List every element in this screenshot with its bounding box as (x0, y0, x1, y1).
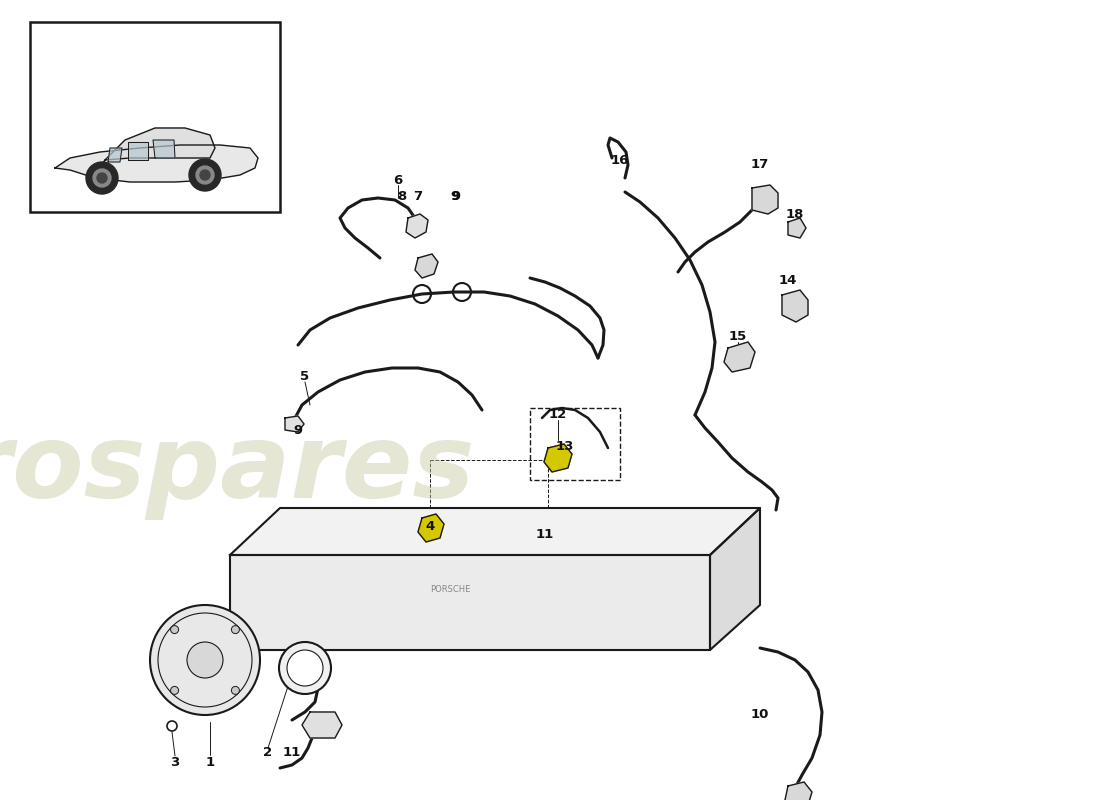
Polygon shape (108, 148, 122, 162)
Text: 18: 18 (785, 209, 804, 222)
Circle shape (187, 642, 223, 678)
Polygon shape (544, 444, 572, 472)
Bar (530, 408, 620, 480)
Text: 5: 5 (300, 370, 309, 382)
Text: 8: 8 (397, 190, 407, 202)
Circle shape (167, 721, 177, 731)
Circle shape (196, 166, 214, 184)
Circle shape (86, 162, 118, 194)
Polygon shape (406, 214, 428, 238)
Text: 11: 11 (283, 746, 301, 758)
Text: 17: 17 (751, 158, 769, 171)
Circle shape (231, 686, 240, 694)
Circle shape (170, 626, 178, 634)
Text: 9: 9 (294, 423, 302, 437)
Circle shape (150, 605, 260, 715)
Text: PORSCHE: PORSCHE (430, 586, 470, 594)
Circle shape (189, 159, 221, 191)
Text: 11: 11 (536, 529, 554, 542)
Polygon shape (153, 140, 175, 158)
Polygon shape (724, 342, 755, 372)
Text: eurospares: eurospares (0, 419, 474, 521)
Polygon shape (55, 145, 258, 182)
Polygon shape (230, 508, 760, 555)
Text: 10: 10 (751, 709, 769, 722)
Circle shape (279, 642, 331, 694)
Text: 9: 9 (450, 190, 460, 202)
Text: 6: 6 (394, 174, 403, 186)
Polygon shape (788, 218, 806, 238)
Circle shape (200, 170, 210, 180)
Text: 4: 4 (426, 519, 434, 533)
Polygon shape (418, 514, 444, 542)
Text: a passion for parts since 1985: a passion for parts since 1985 (282, 501, 718, 619)
Bar (30, 22, 280, 212)
Text: 14: 14 (779, 274, 798, 286)
Text: 13: 13 (556, 439, 574, 453)
Circle shape (97, 173, 107, 183)
Polygon shape (128, 142, 148, 160)
Text: 3: 3 (170, 755, 179, 769)
Circle shape (287, 650, 323, 686)
Text: 2: 2 (263, 746, 273, 758)
Polygon shape (710, 508, 760, 650)
Circle shape (170, 686, 178, 694)
Polygon shape (95, 128, 214, 178)
Polygon shape (785, 782, 812, 800)
Polygon shape (302, 712, 342, 738)
Text: 15: 15 (729, 330, 747, 342)
Polygon shape (752, 185, 778, 214)
Text: 12: 12 (549, 409, 568, 422)
Polygon shape (230, 555, 710, 650)
Circle shape (94, 169, 111, 187)
Polygon shape (782, 290, 808, 322)
Text: 7: 7 (414, 190, 422, 202)
Text: 16: 16 (610, 154, 629, 166)
Text: 9: 9 (451, 190, 461, 202)
Polygon shape (415, 254, 438, 278)
Polygon shape (285, 416, 304, 432)
Text: 1: 1 (206, 755, 214, 769)
Circle shape (231, 626, 240, 634)
